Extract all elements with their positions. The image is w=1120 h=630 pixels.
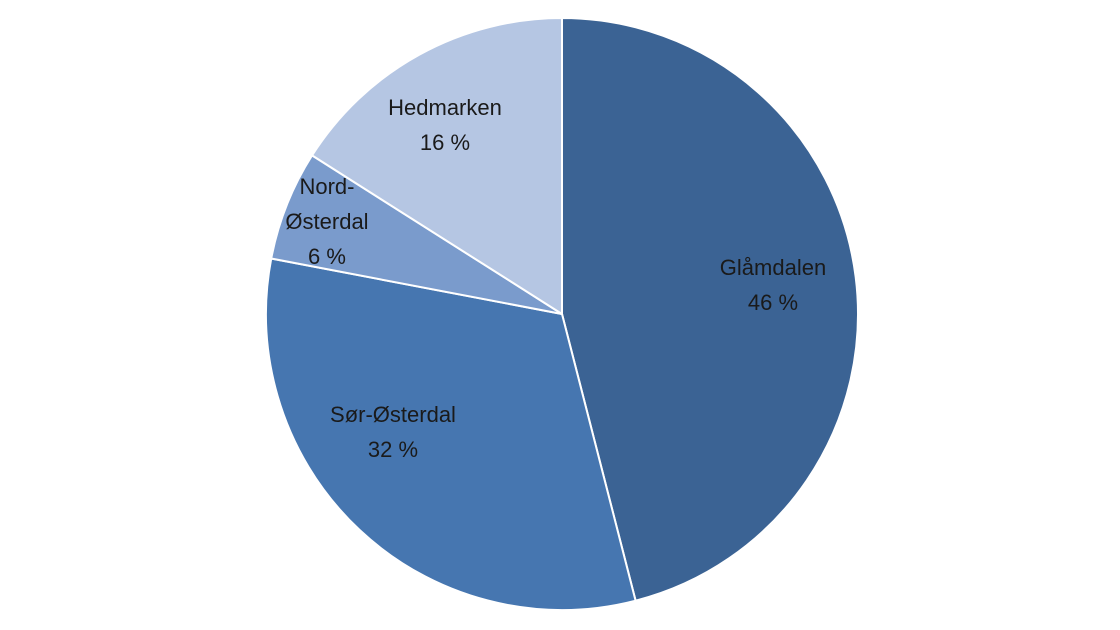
data-label-nord-osterdal: Nord-Østerdal 6 % <box>285 174 368 269</box>
data-label-sor-osterdal: Sør-Østerdal 32 % <box>330 402 456 462</box>
pie-slice-hedmarken <box>310 16 563 316</box>
pie-labels: Glåmdalen 46 % Sør-Østerdal 32 % Nord-Østerd… <box>285 95 826 462</box>
pie-slices <box>264 16 859 611</box>
pie-slice-glamdalen <box>561 16 859 602</box>
data-label-glamdalen: Glåmdalen 46 % <box>720 255 826 315</box>
data-label-hedmarken: Hedmarken 16 % <box>388 95 502 155</box>
pie-slice-sor-osterdal <box>264 257 637 611</box>
